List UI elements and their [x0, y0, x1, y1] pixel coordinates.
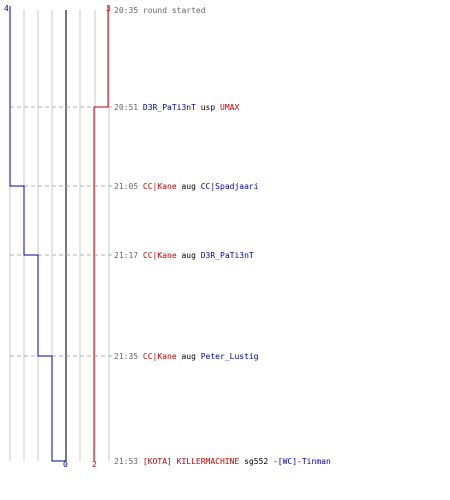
- event-player-name: D3R_PaTi3nT: [201, 251, 254, 260]
- event-entry: 21:17 CC|Kane aug D3R_PaTi3nT: [114, 251, 254, 260]
- event-time: 20:35: [114, 6, 138, 15]
- tick-label-bottom-right: 2: [92, 460, 97, 469]
- event-player-name: [KOTA] KILLERMACHINE: [143, 457, 240, 466]
- event-entry: 20:35 round started: [114, 6, 206, 15]
- player-count-series: [9, 6, 109, 462]
- event-time: 21:35: [114, 352, 138, 361]
- event-message: round started: [143, 6, 206, 15]
- grid-lines: [9, 10, 110, 461]
- tick-label-top-left: 4: [4, 4, 9, 13]
- event-player-name: CC|Spadjaari: [201, 182, 259, 191]
- event-time: 21:05: [114, 182, 138, 191]
- event-player-name: Peter_Lustig: [201, 352, 259, 361]
- event-weapon: sg552: [239, 457, 273, 466]
- tick-label-top-right: 3: [106, 4, 111, 13]
- event-entry: 21:05 CC|Kane aug CC|Spadjaari: [114, 182, 259, 191]
- event-weapon: usp: [196, 103, 220, 112]
- red-team-alive-series: [93, 6, 109, 461]
- event-entry: 20:51 D3R_PaTi3nT usp UMAX: [114, 103, 239, 112]
- axis-tick-labels: 4 3 0 2: [4, 4, 111, 469]
- event-player-name: CC|Kane: [143, 251, 177, 260]
- event-player-name: D3R_PaTi3nT: [143, 103, 196, 112]
- event-player-name: -[WC]-Tinman: [273, 457, 331, 466]
- event-guide-lines: [10, 106, 112, 357]
- event-time: 21:17: [114, 251, 138, 260]
- event-player-name: CC|Kane: [143, 352, 177, 361]
- blue-team-alive-series: [9, 6, 66, 462]
- event-player-name: CC|Kane: [143, 182, 177, 191]
- event-weapon: aug: [177, 251, 201, 260]
- event-entry: 21:35 CC|Kane aug Peter_Lustig: [114, 352, 259, 361]
- event-player-name: UMAX: [220, 103, 239, 112]
- event-time: 21:53: [114, 457, 138, 466]
- event-log: 20:35 round started 20:51 D3R_PaTi3nT usp…: [114, 6, 331, 466]
- event-weapon: aug: [177, 182, 201, 191]
- event-weapon: aug: [177, 352, 201, 361]
- event-entry: 21:53 [KOTA] KILLERMACHINE sg552 -[WC]-T…: [114, 457, 331, 466]
- event-time: 20:51: [114, 103, 138, 112]
- tick-label-bottom-center: 0: [63, 460, 68, 469]
